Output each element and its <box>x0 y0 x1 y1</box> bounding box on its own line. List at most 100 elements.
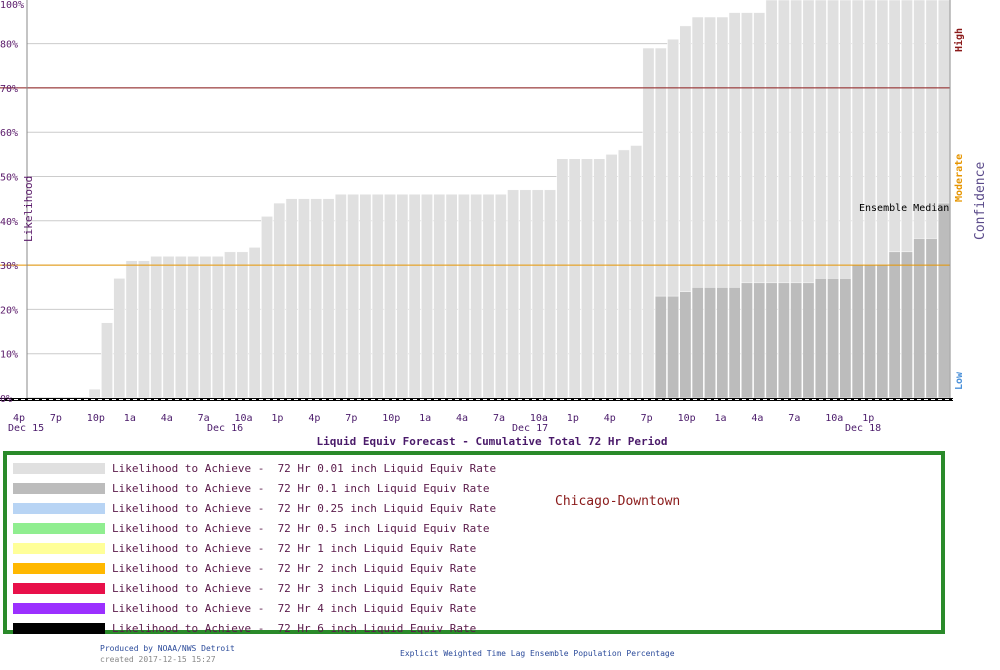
bar-series2 <box>937 202 950 399</box>
x-hour-label: 4p <box>308 413 320 424</box>
legend-swatch <box>13 583 105 594</box>
bar-series2 <box>802 282 815 399</box>
x-hour-label: 7p <box>641 413 653 424</box>
bar-series1 <box>334 193 347 399</box>
bar-series1 <box>519 189 532 399</box>
legend-label: Likelihood to Achieve - 72 Hr 0.5 inch L… <box>112 522 490 535</box>
legend-item: Likelihood to Achieve - 72 Hr 0.01 inch … <box>13 460 573 480</box>
legend-swatch <box>13 483 105 494</box>
legend-label: Likelihood to Achieve - 72 Hr 4 inch Liq… <box>112 602 477 615</box>
legend: Chicago-Downtown Likelihood to Achieve -… <box>3 451 945 635</box>
legend-swatch <box>13 623 105 634</box>
bar-series2 <box>839 278 852 399</box>
y-tick-label: 0% <box>0 394 12 405</box>
x-hour-label: 1p <box>271 413 283 424</box>
confidence-moderate-label: Moderate <box>954 154 965 202</box>
x-hour-label: 1p <box>862 413 874 424</box>
legend-label: Likelihood to Achieve - 72 Hr 1 inch Liq… <box>112 542 477 555</box>
bar-series2 <box>827 278 839 399</box>
bar-series1 <box>581 158 593 399</box>
legend-item: Likelihood to Achieve - 72 Hr 2 inch Liq… <box>13 560 573 580</box>
bar-series1 <box>642 47 655 399</box>
x-hour-label: 7p <box>345 413 357 424</box>
ensemble-median-label: Ensemble Median <box>859 203 949 214</box>
bar-series1 <box>261 216 273 399</box>
bar-series1 <box>507 189 520 399</box>
legend-label: Likelihood to Achieve - 72 Hr 2 inch Liq… <box>112 562 477 575</box>
legend-swatch <box>13 503 105 514</box>
bar-series2 <box>851 264 864 399</box>
x-hour-label: 4p <box>13 413 25 424</box>
bar-series2 <box>704 287 716 399</box>
bar-series1 <box>199 255 212 399</box>
bar-series1 <box>359 193 372 399</box>
legend-label: Likelihood to Achieve - 72 Hr 0.1 inch L… <box>112 482 490 495</box>
legend-item: Likelihood to Achieve - 72 Hr 3 inch Liq… <box>13 580 573 600</box>
legend-item: Likelihood to Achieve - 72 Hr 1 inch Liq… <box>13 540 573 560</box>
y-tick-label: 30% <box>0 261 18 272</box>
bar-series2 <box>777 282 790 399</box>
legend-item: Likelihood to Achieve - 72 Hr 6 inch Liq… <box>13 620 573 640</box>
legend-swatch <box>13 563 105 574</box>
legend-item: Likelihood to Achieve - 72 Hr 0.25 inch … <box>13 500 573 520</box>
footer-credits: Produced by NOAA/NWS Detroit created 201… <box>100 643 235 665</box>
legend-item: Likelihood to Achieve - 72 Hr 0.1 inch L… <box>13 480 573 500</box>
legend-swatch <box>13 463 105 474</box>
x-hour-label: 7a <box>788 413 800 424</box>
x-hour-label: 1a <box>124 413 136 424</box>
y-tick-label: 100% <box>0 0 24 11</box>
bar-series1 <box>408 193 421 399</box>
bar-series2 <box>790 282 803 399</box>
bar-series2 <box>876 264 889 399</box>
bar-series2 <box>667 295 680 399</box>
bar-series1 <box>174 255 187 399</box>
y-tick-label: 40% <box>0 217 18 228</box>
bar-series1 <box>396 193 409 399</box>
chart-title: Liquid Equiv Forecast - Cumulative Total… <box>317 435 668 448</box>
bar-series2 <box>925 238 938 399</box>
legend-item: Likelihood to Achieve - 72 Hr 0.5 inch L… <box>13 520 573 540</box>
bar-series1 <box>421 193 433 399</box>
confidence-low-label: Low <box>954 371 965 390</box>
x-hour-label: 10p <box>678 413 696 424</box>
x-day-label: Dec 17 <box>512 423 548 434</box>
legend-label: Likelihood to Achieve - 72 Hr 3 inch Liq… <box>112 582 477 595</box>
legend-swatch <box>13 523 105 534</box>
bar-series1 <box>544 189 556 399</box>
bar-series1 <box>568 158 581 399</box>
bar-series1 <box>605 154 618 399</box>
bar-series1 <box>384 193 396 399</box>
bar-series1 <box>236 251 249 399</box>
bar-series2 <box>753 282 766 399</box>
bar-series1 <box>101 322 113 399</box>
bar-series1 <box>617 149 630 399</box>
x-hour-label: 1a <box>419 413 431 424</box>
location-label: Chicago-Downtown <box>555 494 681 509</box>
bar-series2 <box>864 264 876 399</box>
bar-series1 <box>494 193 507 399</box>
x-hour-label: 10p <box>382 413 400 424</box>
bar-series1 <box>138 260 150 399</box>
legend-label: Likelihood to Achieve - 72 Hr 6 inch Liq… <box>112 622 477 635</box>
bar-series1 <box>113 278 126 399</box>
bar-series2 <box>679 291 692 399</box>
bar-series1 <box>556 158 569 399</box>
bar-series2 <box>765 282 778 399</box>
x-hour-label: 7p <box>50 413 62 424</box>
bar-series1 <box>125 260 138 399</box>
bar-series1 <box>347 193 360 399</box>
bar-series1 <box>162 255 175 399</box>
bar-series2 <box>716 287 729 399</box>
bar-series1 <box>322 198 335 399</box>
y-axis-label: Likelihood <box>22 176 35 242</box>
x-hour-label: 10a <box>530 413 548 424</box>
x-day-label: Dec 16 <box>207 423 243 434</box>
footer-method-label: Explicit Weighted Time Lag Ensemble Popu… <box>400 649 675 658</box>
bar-series1 <box>285 198 298 399</box>
bar-series2 <box>814 278 827 399</box>
legend-label: Likelihood to Achieve - 72 Hr 0.25 inch … <box>112 502 497 515</box>
bar-series1 <box>371 193 384 399</box>
bar-series1 <box>445 193 458 399</box>
bar-series2 <box>913 238 926 399</box>
x-hour-label: 1p <box>567 413 579 424</box>
